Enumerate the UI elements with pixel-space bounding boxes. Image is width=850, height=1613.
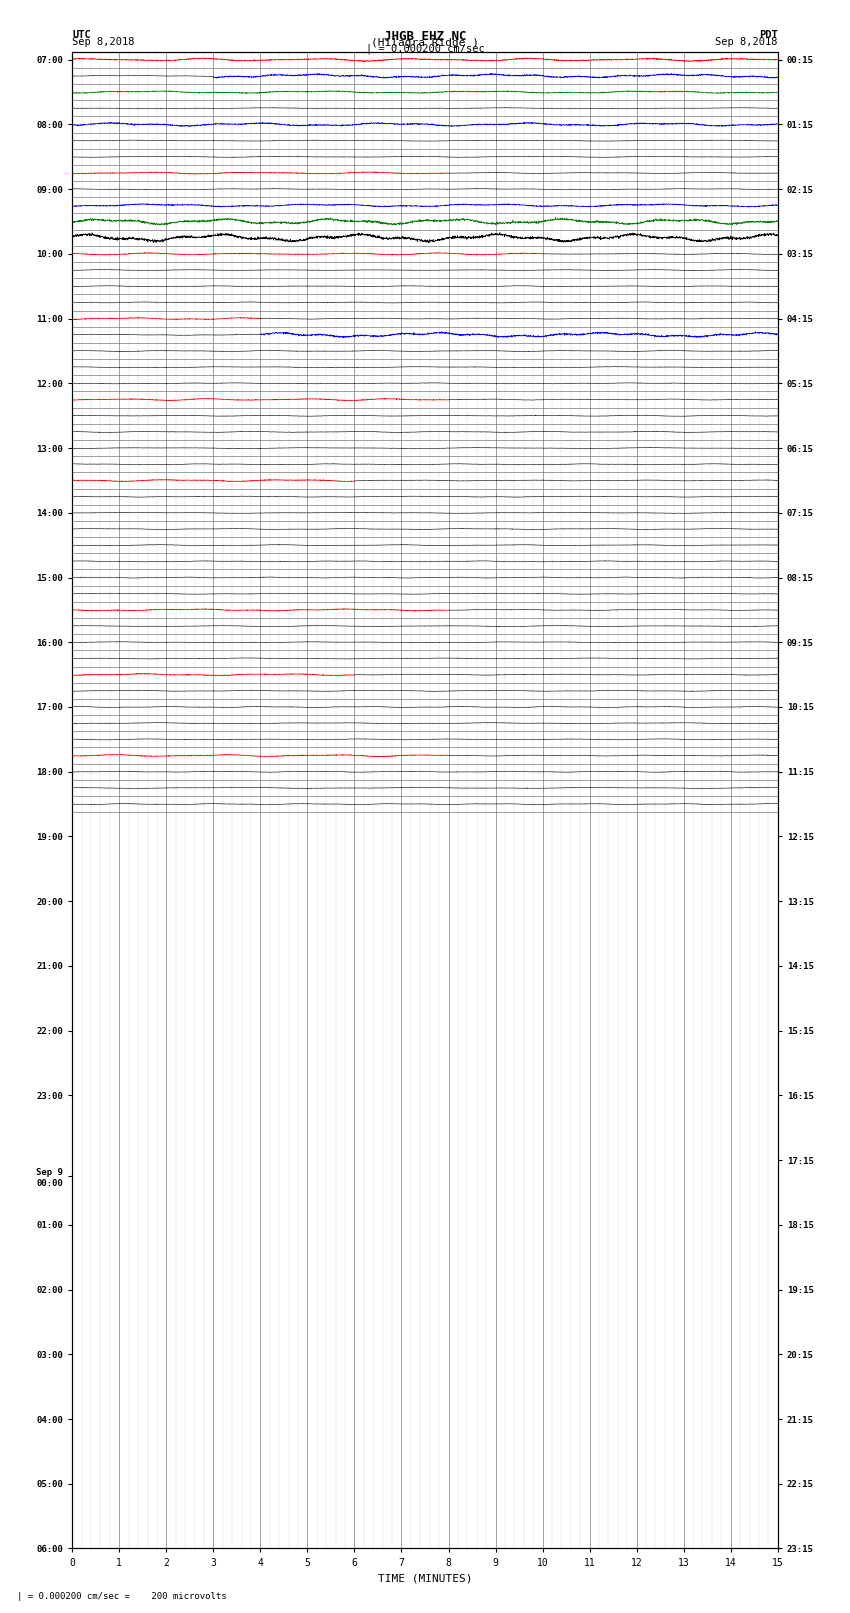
Text: Sep 8,2018: Sep 8,2018 <box>715 37 778 47</box>
Text: UTC: UTC <box>72 31 91 40</box>
Text: Sep 8,2018: Sep 8,2018 <box>72 37 135 47</box>
Text: | = 0.000200 cm/sec =    200 microvolts: | = 0.000200 cm/sec = 200 microvolts <box>17 1592 227 1602</box>
Text: | = 0.000200 cm/sec: | = 0.000200 cm/sec <box>366 44 484 53</box>
Text: PDT: PDT <box>759 31 778 40</box>
Text: (Hilagra Ridge ): (Hilagra Ridge ) <box>371 37 479 48</box>
Text: JHGB EHZ NC: JHGB EHZ NC <box>383 29 467 44</box>
X-axis label: TIME (MINUTES): TIME (MINUTES) <box>377 1573 473 1582</box>
